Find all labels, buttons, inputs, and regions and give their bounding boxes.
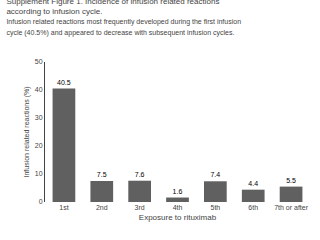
- svg-text:1.6: 1.6: [173, 188, 183, 195]
- svg-text:20: 20: [35, 142, 43, 149]
- svg-text:4.4: 4.4: [248, 180, 258, 187]
- svg-text:Supplement Figure 1. Incidence: Supplement Figure 1. Incidence of infusi…: [6, 0, 241, 37]
- svg-text:5th: 5th: [210, 204, 220, 211]
- svg-text:30: 30: [35, 114, 43, 121]
- svg-text:7th or after: 7th or after: [274, 204, 309, 211]
- svg-text:Infusion related reactions (%): Infusion related reactions (%): [23, 86, 31, 177]
- svg-text:7.4: 7.4: [210, 171, 220, 178]
- svg-text:Exposure to rituximab: Exposure to rituximab: [139, 213, 217, 222]
- svg-text:0: 0: [39, 198, 43, 205]
- svg-text:10: 10: [35, 170, 43, 177]
- svg-text:7.6: 7.6: [135, 171, 145, 178]
- svg-text:2nd: 2nd: [96, 204, 108, 211]
- svg-text:7.5: 7.5: [97, 171, 107, 178]
- svg-text:40: 40: [35, 86, 43, 93]
- svg-text:6th: 6th: [248, 204, 258, 211]
- svg-text:50: 50: [35, 58, 43, 65]
- svg-text:3rd: 3rd: [135, 204, 145, 211]
- svg-text:5.5: 5.5: [286, 177, 296, 184]
- svg-text:4th: 4th: [173, 204, 183, 211]
- svg-text:40.5: 40.5: [57, 79, 71, 86]
- svg-text:1st: 1st: [59, 204, 68, 211]
